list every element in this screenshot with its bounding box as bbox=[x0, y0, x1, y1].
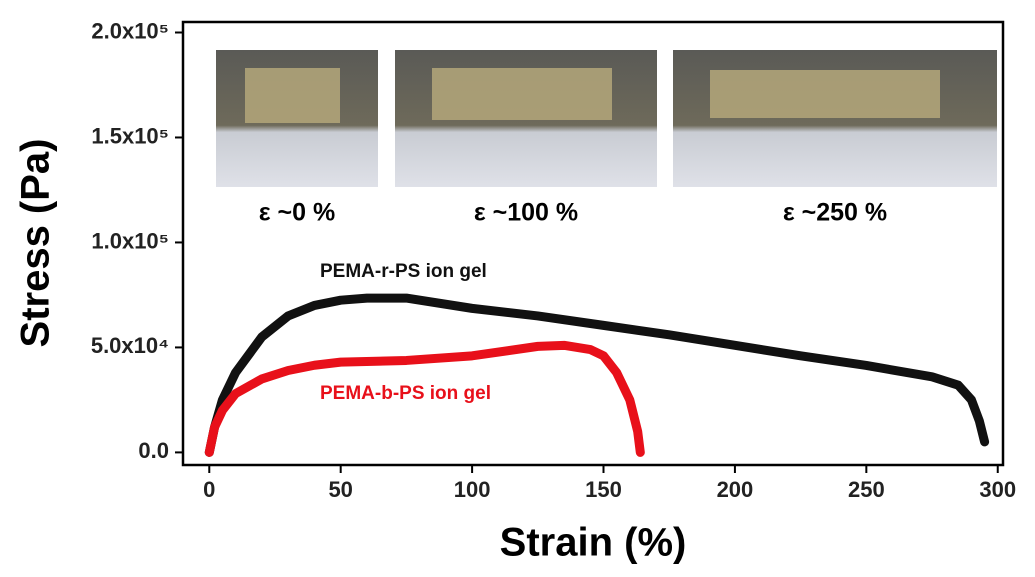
y-tick-label: 1.5x10⁵ bbox=[91, 123, 169, 148]
x-tick-label: 200 bbox=[717, 477, 754, 502]
x-tick-label: 0 bbox=[203, 477, 215, 502]
inset-caption: ε ~100 % bbox=[474, 199, 578, 227]
gel-sample bbox=[245, 68, 340, 123]
x-tick-label: 300 bbox=[979, 477, 1016, 502]
x-axis-title: Strain (%) bbox=[500, 521, 687, 565]
gel-sample bbox=[432, 68, 612, 120]
y-tick-label: 2.0x10⁵ bbox=[91, 18, 169, 43]
inset-caption: ε ~0 % bbox=[259, 199, 336, 227]
series-label: PEMA-b-PS ion gel bbox=[320, 383, 491, 404]
data-line bbox=[209, 298, 984, 452]
x-tick-label: 50 bbox=[328, 477, 352, 502]
chart: ε ~0 % ε ~100 % ε ~250 % Strain (%) Stre… bbox=[0, 0, 1035, 572]
y-axis-title: Stress (Pa) bbox=[14, 139, 58, 348]
series-label: PEMA-r-PS ion gel bbox=[320, 261, 487, 282]
x-tick-label: 250 bbox=[848, 477, 885, 502]
x-tick-label: 100 bbox=[454, 477, 491, 502]
y-tick-label: 1.0x10⁵ bbox=[91, 228, 169, 253]
y-tick-label: 5.0x10⁴ bbox=[91, 333, 169, 358]
inset-caption: ε ~250 % bbox=[783, 199, 887, 227]
x-tick-label: 150 bbox=[585, 477, 622, 502]
y-tick-label: 0.0 bbox=[138, 438, 169, 463]
photo-insets bbox=[216, 50, 997, 187]
gel-sample bbox=[710, 70, 940, 118]
